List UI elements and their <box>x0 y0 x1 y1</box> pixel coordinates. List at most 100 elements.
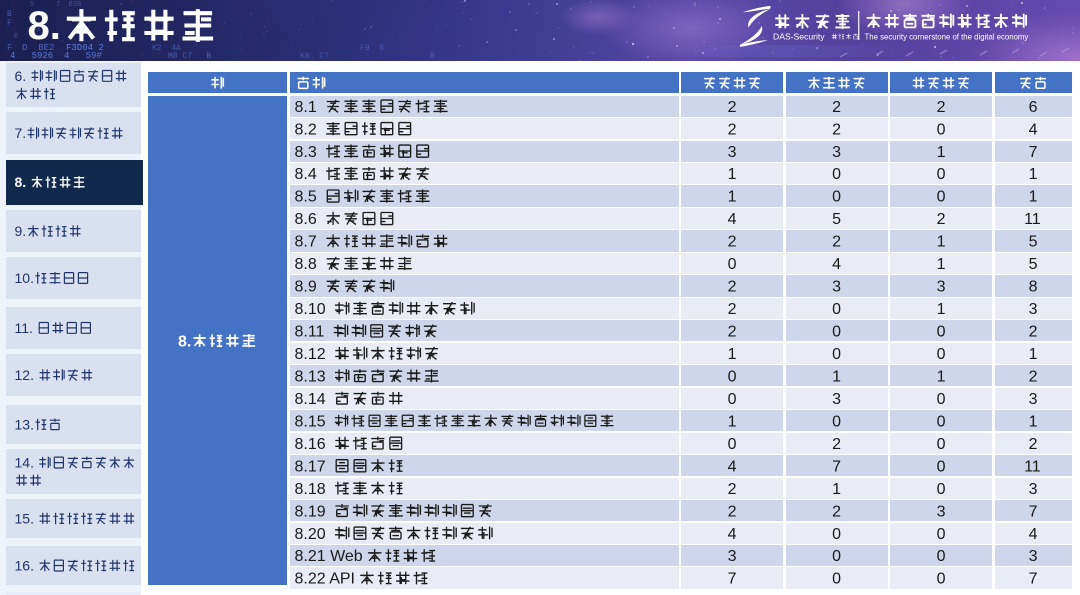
svg-text:3: 3 <box>728 548 737 565</box>
svg-text:8.6: 8.6 <box>295 211 322 228</box>
svg-text:0: 0 <box>728 391 737 408</box>
svg-text:7.: 7. <box>15 125 27 141</box>
svg-text:3: 3 <box>1029 391 1038 408</box>
svg-text:2: 2 <box>832 234 841 251</box>
svg-text:2: 2 <box>832 503 841 520</box>
svg-text:0: 0 <box>937 571 946 588</box>
svg-text:0: 0 <box>832 571 841 588</box>
svg-text:8.11: 8.11 <box>295 324 329 341</box>
svg-text:5: 5 <box>832 211 841 228</box>
svg-text:6: 6 <box>1029 99 1038 116</box>
svg-text:0: 0 <box>832 548 841 565</box>
svg-text:8.10: 8.10 <box>295 301 331 318</box>
svg-text:0: 0 <box>937 436 946 453</box>
svg-text:0: 0 <box>728 369 737 386</box>
svg-text:8.13: 8.13 <box>295 369 331 386</box>
svg-text:7: 7 <box>832 458 841 475</box>
svg-text:4: 4 <box>728 211 737 228</box>
svg-text:2: 2 <box>728 324 737 341</box>
svg-text:8.2: 8.2 <box>295 121 322 138</box>
svg-text:3: 3 <box>1029 481 1038 498</box>
svg-text:4: 4 <box>1029 526 1038 543</box>
svg-text:5: 5 <box>1029 256 1038 273</box>
svg-text:1: 1 <box>832 481 841 498</box>
svg-text:7: 7 <box>1029 144 1038 161</box>
svg-text:8.: 8. <box>28 4 61 48</box>
svg-text:0: 0 <box>937 346 946 363</box>
svg-text:2: 2 <box>728 279 737 296</box>
svg-text:2: 2 <box>832 99 841 116</box>
svg-text:2: 2 <box>832 436 841 453</box>
svg-text:3: 3 <box>728 144 737 161</box>
svg-text:4: 4 <box>832 256 841 273</box>
svg-text:8: 8 <box>1029 279 1038 296</box>
svg-text:1: 1 <box>1029 413 1038 430</box>
svg-text:13.: 13. <box>15 416 34 432</box>
svg-text:8.22 API: 8.22 API <box>295 571 356 588</box>
svg-text:0: 0 <box>832 324 841 341</box>
svg-text:16.: 16. <box>15 558 38 574</box>
svg-text:8.4: 8.4 <box>295 166 322 183</box>
svg-text:8.5: 8.5 <box>295 189 322 206</box>
svg-text:8.1: 8.1 <box>295 99 322 116</box>
svg-text:1: 1 <box>1029 166 1038 183</box>
svg-text:0: 0 <box>937 391 946 408</box>
svg-text:0: 0 <box>937 526 946 543</box>
svg-text:8.8: 8.8 <box>295 256 322 273</box>
svg-text:7: 7 <box>1029 503 1038 520</box>
svg-text:8.15: 8.15 <box>295 413 331 430</box>
svg-text:2: 2 <box>1029 436 1038 453</box>
svg-text:11: 11 <box>1024 211 1041 228</box>
svg-text:10.: 10. <box>15 270 34 286</box>
svg-text:7: 7 <box>728 571 737 588</box>
svg-text:4: 4 <box>1029 121 1038 138</box>
svg-text:1: 1 <box>728 413 737 430</box>
svg-text:3: 3 <box>832 391 841 408</box>
svg-text:1: 1 <box>832 369 841 386</box>
svg-text:0: 0 <box>937 121 946 138</box>
svg-text:2: 2 <box>937 211 946 228</box>
svg-text:9.: 9. <box>15 223 27 239</box>
svg-text:4: 4 <box>728 458 737 475</box>
svg-text:0: 0 <box>832 346 841 363</box>
svg-text:8.21 Web: 8.21 Web <box>295 548 363 565</box>
svg-text:8.: 8. <box>178 333 191 350</box>
svg-text:0: 0 <box>728 256 737 273</box>
svg-text:1: 1 <box>937 301 946 318</box>
svg-text:11: 11 <box>1024 458 1041 475</box>
svg-text:8.19: 8.19 <box>295 503 331 520</box>
svg-text:The security cornerstone of th: The security cornerstone of the digital … <box>865 33 1029 42</box>
svg-text:0: 0 <box>937 481 946 498</box>
svg-text:15.: 15. <box>15 510 38 526</box>
svg-text:1: 1 <box>728 189 737 206</box>
svg-text:5: 5 <box>1029 234 1038 251</box>
svg-text:1: 1 <box>937 144 946 161</box>
svg-text:0: 0 <box>937 548 946 565</box>
svg-text:0: 0 <box>832 301 841 318</box>
svg-text:0: 0 <box>832 526 841 543</box>
svg-text:0: 0 <box>937 413 946 430</box>
svg-text:0: 0 <box>728 436 737 453</box>
svg-text:11.: 11. <box>15 320 37 336</box>
svg-text:14.: 14. <box>15 455 38 471</box>
svg-text:2: 2 <box>728 503 737 520</box>
svg-text:8.: 8. <box>15 174 31 190</box>
svg-text:DAS-Security: DAS-Security <box>773 32 825 42</box>
svg-text:0: 0 <box>832 189 841 206</box>
svg-text:0: 0 <box>832 166 841 183</box>
svg-text:3: 3 <box>1029 301 1038 318</box>
svg-text:0: 0 <box>937 189 946 206</box>
svg-text:8.7: 8.7 <box>295 234 322 251</box>
svg-text:7: 7 <box>1029 571 1038 588</box>
svg-text:0: 0 <box>937 458 946 475</box>
svg-text:8.3: 8.3 <box>295 144 322 161</box>
svg-text:2: 2 <box>1029 324 1038 341</box>
svg-text:0: 0 <box>937 324 946 341</box>
svg-text:8.20: 8.20 <box>295 526 331 543</box>
svg-text:2: 2 <box>728 121 737 138</box>
svg-text:2: 2 <box>1029 369 1038 386</box>
svg-text:1: 1 <box>937 256 946 273</box>
svg-text:3: 3 <box>937 279 946 296</box>
svg-text:6.: 6. <box>15 68 31 84</box>
svg-text:2: 2 <box>937 99 946 116</box>
